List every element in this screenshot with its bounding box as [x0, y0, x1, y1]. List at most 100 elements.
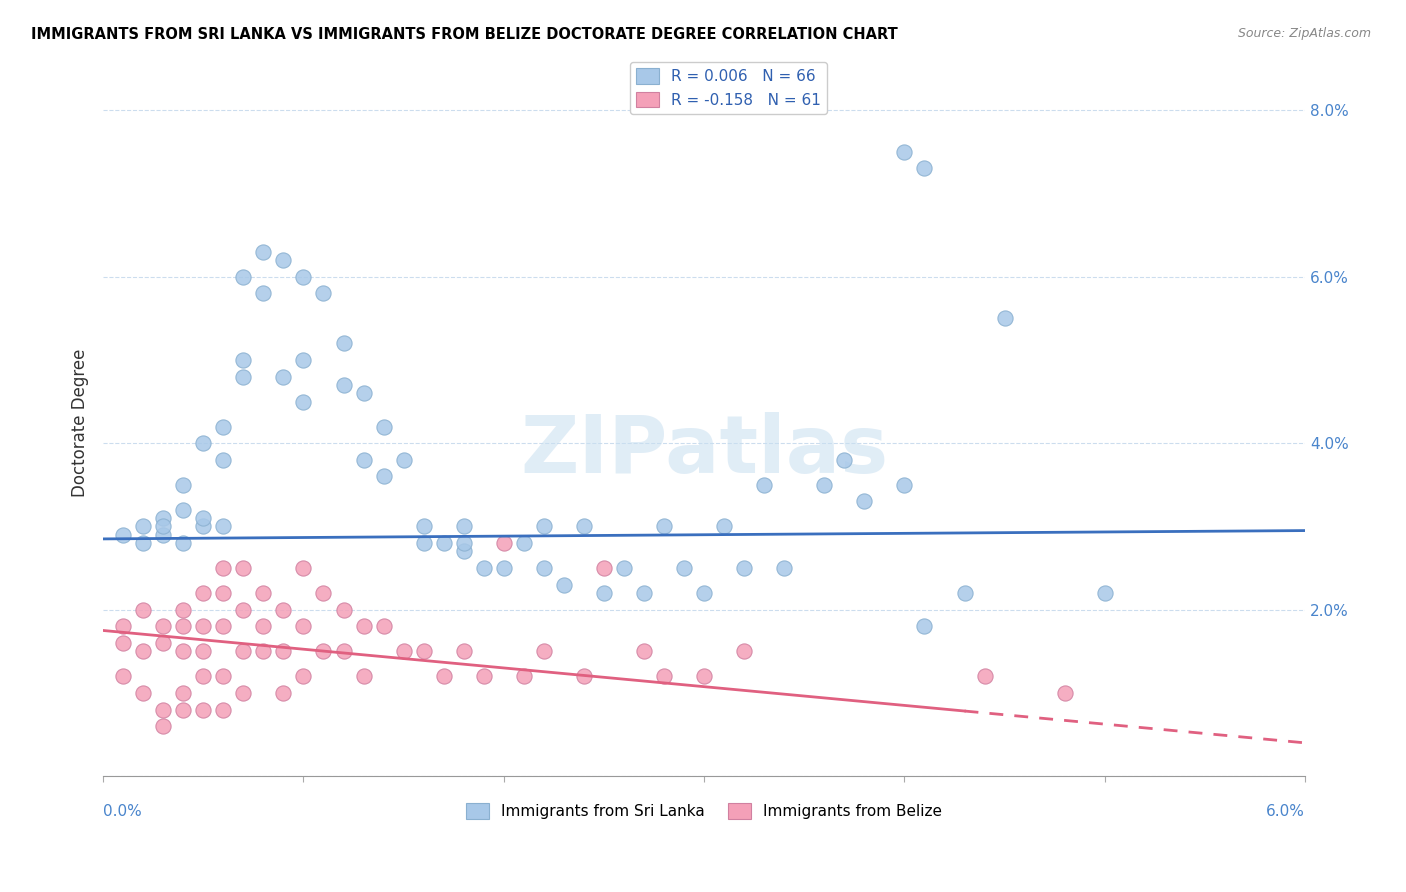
Point [273, 369, 295, 384]
Point [152, 527, 174, 541]
Point [914, 161, 936, 176]
Point [572, 669, 595, 683]
Point [332, 336, 354, 351]
Point [292, 561, 315, 575]
Point [713, 519, 735, 533]
Point [973, 669, 995, 683]
Point [373, 619, 395, 633]
Point [232, 686, 254, 700]
Point [392, 644, 415, 658]
Point [292, 619, 315, 633]
Point [513, 669, 536, 683]
Point [152, 636, 174, 650]
Point [152, 719, 174, 733]
Point [232, 352, 254, 367]
Point [212, 669, 235, 683]
Point [132, 602, 155, 616]
Point [152, 619, 174, 633]
Point [132, 686, 155, 700]
Point [212, 561, 235, 575]
Point [472, 669, 495, 683]
Point [633, 586, 655, 600]
Point [373, 469, 395, 483]
Point [193, 669, 215, 683]
Point [212, 419, 235, 434]
Point [172, 644, 194, 658]
Point [172, 477, 194, 491]
Point [453, 536, 475, 550]
Point [252, 286, 274, 301]
Point [652, 669, 675, 683]
Point [273, 252, 295, 267]
Point [112, 619, 135, 633]
Point [332, 644, 354, 658]
Point [914, 619, 936, 633]
Text: 0.0%: 0.0% [103, 805, 142, 820]
Point [252, 244, 274, 259]
Point [472, 561, 495, 575]
Point [172, 536, 194, 550]
Point [112, 636, 135, 650]
Point [112, 527, 135, 541]
Point [312, 586, 335, 600]
Point [853, 494, 876, 508]
Point [693, 586, 716, 600]
Point [172, 702, 194, 716]
Legend: Immigrants from Sri Lanka, Immigrants from Belize: Immigrants from Sri Lanka, Immigrants fr… [460, 797, 948, 825]
Text: Source: ZipAtlas.com: Source: ZipAtlas.com [1237, 27, 1371, 40]
Point [152, 511, 174, 525]
Point [553, 577, 575, 591]
Point [412, 536, 434, 550]
Point [492, 561, 515, 575]
Point [633, 644, 655, 658]
Point [332, 377, 354, 392]
Point [252, 619, 274, 633]
Point [172, 502, 194, 516]
Point [754, 477, 776, 491]
Point [834, 452, 856, 467]
Point [1094, 586, 1116, 600]
Point [673, 561, 696, 575]
Point [453, 519, 475, 533]
Point [273, 686, 295, 700]
Point [273, 644, 295, 658]
Point [893, 145, 915, 159]
Point [373, 419, 395, 434]
Y-axis label: Doctorate Degree: Doctorate Degree [72, 348, 89, 497]
Point [292, 269, 315, 284]
Point [513, 536, 536, 550]
Point [392, 452, 415, 467]
Point [172, 602, 194, 616]
Point [593, 586, 616, 600]
Point [112, 669, 135, 683]
Point [292, 394, 315, 409]
Point [353, 386, 375, 401]
Point [132, 644, 155, 658]
Point [193, 619, 215, 633]
Point [412, 644, 434, 658]
Point [292, 352, 315, 367]
Point [172, 686, 194, 700]
Point [893, 477, 915, 491]
Point [193, 436, 215, 450]
Point [813, 477, 835, 491]
Point [652, 519, 675, 533]
Point [212, 586, 235, 600]
Point [132, 519, 155, 533]
Text: 6.0%: 6.0% [1267, 805, 1305, 820]
Point [193, 586, 215, 600]
Point [232, 369, 254, 384]
Point [172, 619, 194, 633]
Point [193, 519, 215, 533]
Point [152, 519, 174, 533]
Point [1053, 686, 1076, 700]
Point [232, 644, 254, 658]
Point [733, 644, 755, 658]
Text: ZIPatlas: ZIPatlas [520, 411, 889, 490]
Point [412, 519, 434, 533]
Point [193, 511, 215, 525]
Point [453, 544, 475, 558]
Point [292, 669, 315, 683]
Point [193, 702, 215, 716]
Point [252, 586, 274, 600]
